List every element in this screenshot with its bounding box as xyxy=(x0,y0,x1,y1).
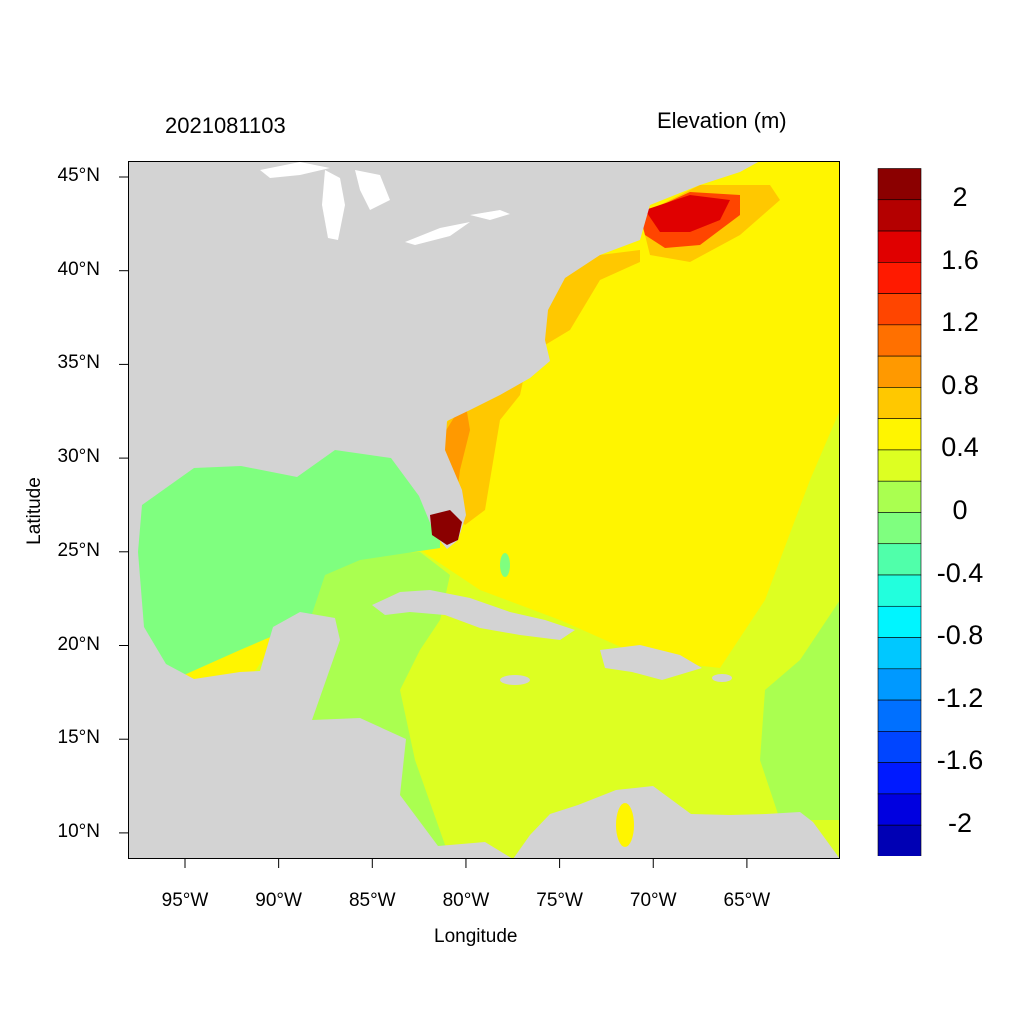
lake-huron xyxy=(355,170,390,210)
colorbar-box xyxy=(877,731,922,763)
x-tick-label: 80°W xyxy=(442,890,490,911)
colorbar-label: 1.6 xyxy=(941,244,979,275)
x-axis-label: Longitude xyxy=(434,926,518,947)
florida-surge-high xyxy=(430,510,462,545)
colorbar-label: 0.8 xyxy=(941,369,979,400)
colorbar-box xyxy=(877,230,922,263)
colorbar-box xyxy=(877,605,922,638)
colorbar-box xyxy=(877,574,922,607)
south-america-land xyxy=(513,786,840,859)
colorbar-label: 0.4 xyxy=(941,432,979,463)
y-tick-label: 35°N xyxy=(57,352,100,374)
colorbar-label: -0.4 xyxy=(936,557,984,588)
cuba xyxy=(372,590,575,640)
timestamp-title: 2021081103 xyxy=(165,113,286,138)
x-tick-label: 65°W xyxy=(723,890,771,911)
plot-frame xyxy=(128,161,840,859)
gulf-of-mexico xyxy=(128,440,440,700)
x-tick-label: 85°W xyxy=(348,890,396,911)
x-tick-label: 90°W xyxy=(255,890,302,911)
x-tick-label: 75°W xyxy=(536,890,583,911)
colorbar-box xyxy=(877,418,922,451)
northeast-surge-high xyxy=(645,195,730,232)
variable-title: Elevation (m) xyxy=(657,108,787,133)
puerto-rico xyxy=(712,674,732,682)
north-america-land xyxy=(128,161,760,859)
colorbar-label: 0 xyxy=(952,494,968,525)
colorbar-box xyxy=(877,668,922,701)
colorbar-box xyxy=(877,512,922,545)
y-tick-label: 30°N xyxy=(57,446,100,468)
y-tick-label: 45°N xyxy=(57,165,100,186)
x-tick-label: 70°W xyxy=(629,890,677,911)
y-tick-label: 15°N xyxy=(57,727,100,749)
colorbar-box xyxy=(877,262,922,294)
colorbar-box xyxy=(877,293,922,326)
colorbar-label: -2 xyxy=(947,807,972,838)
map-plot xyxy=(128,161,840,859)
colorbar-label: 2 xyxy=(952,182,968,213)
colorbar-box xyxy=(877,168,922,201)
y-tick-label: 25°N xyxy=(57,539,100,561)
andros-island xyxy=(500,553,510,577)
colorbar-box xyxy=(877,480,922,513)
y-tick-label: 20°N xyxy=(57,633,100,655)
lake-maracaibo xyxy=(616,803,634,847)
colorbar-box xyxy=(877,762,922,795)
colorbar-box xyxy=(877,387,922,419)
lake-ontario xyxy=(470,210,510,220)
colorbar xyxy=(877,168,922,856)
y-axis-label: Latitude xyxy=(24,477,45,545)
eastern-caribbean-band xyxy=(760,600,840,820)
colorbar-label: 1.2 xyxy=(941,307,979,338)
colorbar-label: -0.8 xyxy=(936,620,984,651)
x-tick-label: 95°W xyxy=(161,890,209,911)
colorbar-label: -1.6 xyxy=(936,745,984,776)
y-tick-label: 40°N xyxy=(57,258,100,280)
colorbar-box xyxy=(877,324,922,357)
y-tick-label: 10°N xyxy=(57,820,100,842)
colorbar-box xyxy=(877,543,922,576)
hispaniola xyxy=(600,645,702,680)
colorbar-box xyxy=(877,449,922,482)
colorbar-box xyxy=(877,793,922,826)
lake-michigan xyxy=(322,170,345,240)
colorbar-box xyxy=(877,824,922,856)
colorbar-box xyxy=(877,637,922,670)
jamaica xyxy=(500,675,530,685)
colorbar-label: -1.2 xyxy=(936,682,984,713)
lake-erie xyxy=(405,222,470,245)
colorbar-box xyxy=(877,355,922,388)
midatlantic-coastal-surge xyxy=(540,250,640,345)
lake-superior xyxy=(260,162,330,178)
colorbar-box xyxy=(877,199,922,232)
